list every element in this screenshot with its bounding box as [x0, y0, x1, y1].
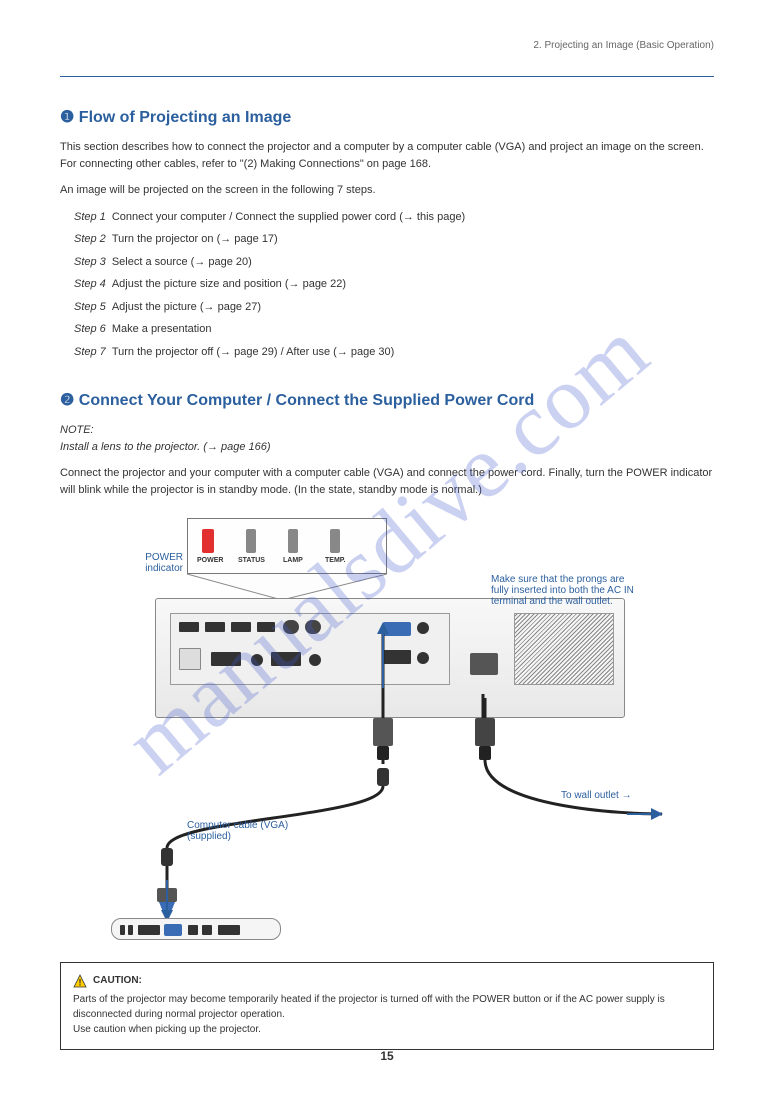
- led-label-status: STATUS: [238, 557, 265, 564]
- power-led-icon: [202, 529, 214, 553]
- section-title-connect: ❷ Connect Your Computer / Connect the Su…: [60, 390, 714, 410]
- step-number: Step 2: [74, 231, 106, 248]
- step-number: Step 6: [74, 321, 106, 338]
- step-number: Step 1: [74, 209, 106, 226]
- temp-led-icon: [330, 529, 340, 553]
- chapter-header: 2. Projecting an Image (Basic Operation): [60, 40, 714, 51]
- note-body: Install a lens to the projector. (→ page…: [60, 441, 271, 453]
- step-row: Step 2 Turn the projector on (→ page 17): [74, 231, 714, 248]
- led-label-power: POWER: [197, 557, 223, 564]
- computer-cable-label: Computer cable (VGA) (supplied): [187, 820, 317, 842]
- laptop-port-icon: [188, 925, 198, 935]
- step-text: Adjust the picture (→ page 27): [112, 299, 261, 316]
- port-icon: [417, 652, 429, 664]
- lamp-led-icon: [288, 529, 298, 553]
- make-sure-label: Make sure that the prongs are fully inse…: [491, 574, 641, 607]
- steps-list: Step 1 Connect your computer / Connect th…: [74, 209, 714, 361]
- step-text: Connect your computer / Connect the supp…: [112, 209, 465, 226]
- laptop-port-icon: [202, 925, 212, 935]
- step-text: Select a source (→ page 20): [112, 254, 252, 271]
- vga-port-icon: [383, 622, 411, 636]
- caution-box: ! CAUTION: Parts of the projector may be…: [60, 962, 714, 1050]
- caution-header: ! CAUTION:: [73, 973, 701, 988]
- step-number: Step 4: [74, 276, 106, 293]
- port-panel: [170, 613, 450, 685]
- step-text: Adjust the picture size and position (→ …: [112, 276, 346, 293]
- intro-text: This section describes how to connect th…: [60, 139, 714, 172]
- caution-title: CAUTION:: [93, 973, 142, 988]
- power-indicator-label: POWER indicator: [107, 552, 183, 574]
- port-icon: [231, 622, 251, 632]
- ac-in-port-icon: [470, 653, 498, 675]
- step-text: Turn the projector on (→ page 17): [112, 231, 278, 248]
- header-rule: [60, 76, 714, 77]
- step-row: Step 3 Select a source (→ page 20): [74, 254, 714, 271]
- steps-intro: An image will be projected on the screen…: [60, 182, 714, 199]
- led-label-lamp: LAMP: [283, 557, 303, 564]
- status-led-icon: [246, 529, 256, 553]
- step-number: Step 7: [74, 344, 106, 361]
- laptop-port-icon: [218, 925, 240, 935]
- port-icon: [305, 620, 321, 634]
- laptop-port-icon: [138, 925, 160, 935]
- port-icon: [271, 652, 301, 666]
- step-row: Step 6 Make a presentation: [74, 321, 714, 338]
- svg-text:!: !: [79, 977, 82, 987]
- connect-note: NOTE: Install a lens to the projector. (…: [60, 422, 714, 455]
- step-number: Step 5: [74, 299, 106, 316]
- section-title-flow: ❶ Flow of Projecting an Image: [60, 107, 714, 127]
- page-number: 15: [380, 1049, 393, 1063]
- step-row: Step 5 Adjust the picture (→ page 27): [74, 299, 714, 316]
- connect-paragraph: Connect the projector and your computer …: [60, 465, 714, 498]
- caution-body: Parts of the projector may become tempor…: [73, 992, 701, 1037]
- step-row: Step 7 Turn the projector off (→ page 29)…: [74, 344, 714, 361]
- laptop-vga-port-icon: [164, 924, 182, 936]
- port-icon: [205, 622, 225, 632]
- warning-icon: !: [73, 974, 87, 988]
- port-icon: [251, 654, 263, 666]
- connection-diagram: POWER STATUS LAMP TEMP.: [107, 518, 667, 948]
- laptop-port-icon: [120, 925, 125, 935]
- wall-outlet-label: To wall outlet →: [561, 790, 632, 801]
- laptop-side-view: [111, 918, 281, 940]
- led-panel: POWER STATUS LAMP TEMP.: [187, 518, 387, 574]
- port-icon: [179, 622, 199, 632]
- port-icon: [283, 620, 299, 634]
- step-text: Turn the projector off (→ page 29) / Aft…: [112, 344, 394, 361]
- laptop-port-icon: [128, 925, 133, 935]
- port-icon: [383, 650, 411, 664]
- step-row: Step 4 Adjust the picture size and positi…: [74, 276, 714, 293]
- port-icon: [309, 654, 321, 666]
- step-number: Step 3: [74, 254, 106, 271]
- port-icon: [211, 652, 241, 666]
- port-icon: [179, 648, 201, 670]
- led-label-temp: TEMP.: [325, 557, 346, 564]
- step-text: Make a presentation: [112, 321, 212, 338]
- vent-grille: [514, 613, 614, 685]
- port-icon: [257, 622, 275, 632]
- port-icon: [417, 622, 429, 634]
- step-row: Step 1 Connect your computer / Connect th…: [74, 209, 714, 226]
- note-label: NOTE:: [60, 424, 94, 436]
- page-footer: 15: [0, 1049, 774, 1063]
- page-container: 2. Projecting an Image (Basic Operation)…: [0, 0, 774, 1093]
- projector-body: [155, 598, 625, 718]
